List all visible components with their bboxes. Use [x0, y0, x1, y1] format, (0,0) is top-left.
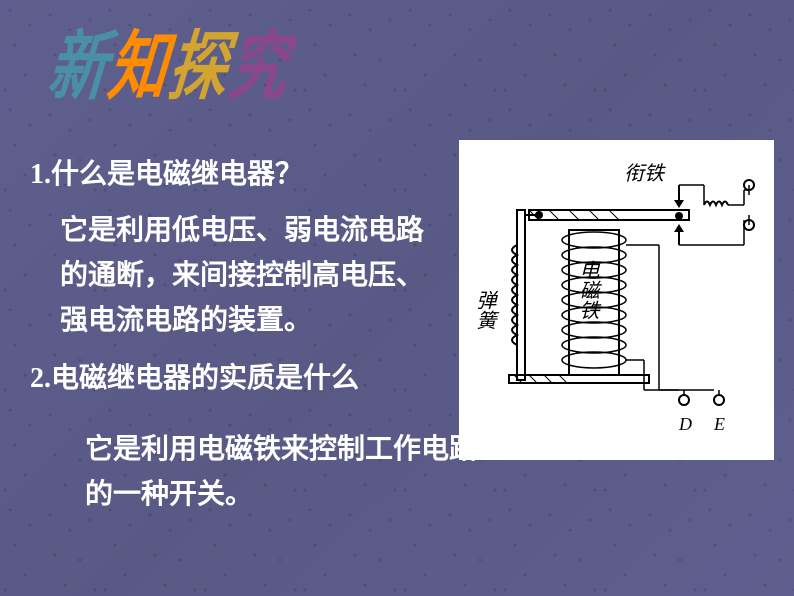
answer-2: 它是利用电磁铁来控制工作电路的一种开关。	[85, 428, 485, 518]
slide-title: 新知探究	[44, 5, 296, 114]
question-2: 2.电磁继电器的实质是什么	[30, 359, 460, 398]
contact-lower	[674, 224, 684, 232]
relay-diagram: 衔铁 弹簧	[469, 150, 764, 450]
relay-diagram-container: 衔铁 弹簧	[459, 140, 774, 460]
terminal-d-label: D	[678, 414, 692, 434]
title-char-4: 究	[225, 25, 294, 110]
question-1: 1.什么是电磁继电器？	[30, 155, 460, 194]
terminal-e	[714, 395, 724, 405]
title-char-2: 知	[105, 25, 174, 110]
terminal-e-label: E	[713, 414, 725, 434]
content-section: 1.什么是电磁继电器？ 它是利用低电压、弱电流电路的通断，来间接控制高电压、强电…	[30, 155, 460, 517]
contact-upper	[674, 200, 684, 208]
contact-point	[675, 212, 683, 220]
armature-label: 衔铁	[624, 163, 666, 185]
title-char-3: 探	[165, 25, 234, 110]
answer-1: 它是利用低电压、弱电流电路的通断，来间接控制高电压、强电流电路的装置。	[60, 209, 450, 343]
load-coil	[704, 202, 728, 206]
title-char-1: 新	[45, 25, 114, 110]
spring-label: 弹簧	[473, 290, 496, 330]
armature-bar	[529, 210, 689, 220]
electromagnet-label: 电磁铁	[576, 260, 598, 320]
terminal-d	[679, 395, 689, 405]
